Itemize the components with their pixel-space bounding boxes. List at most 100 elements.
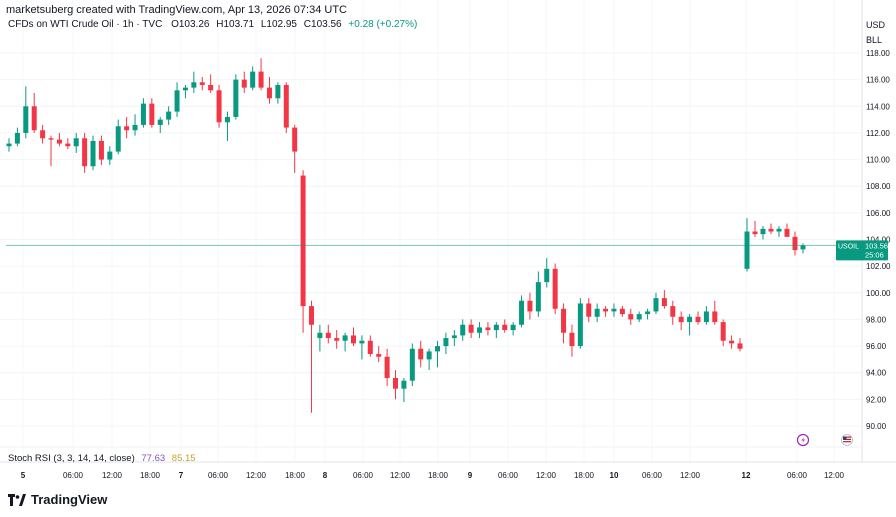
indicator-name[interactable]: Stoch RSI (3, 3, 14, 14, close) [8, 453, 135, 464]
candle[interactable] [535, 271, 541, 317]
candle[interactable] [611, 303, 617, 317]
candle[interactable] [435, 340, 441, 368]
candle[interactable] [619, 306, 625, 317]
candle[interactable] [6, 138, 12, 152]
candle[interactable] [292, 124, 298, 173]
candle[interactable] [73, 132, 79, 153]
candle[interactable] [628, 308, 634, 325]
candle[interactable] [519, 295, 525, 328]
candle[interactable] [384, 348, 390, 387]
candle[interactable] [14, 127, 20, 147]
candle[interactable] [510, 322, 516, 336]
candle[interactable] [687, 314, 693, 336]
unit-label[interactable]: BLL [866, 35, 883, 45]
candle[interactable] [376, 346, 382, 363]
candle[interactable] [250, 66, 256, 91]
candle[interactable] [40, 124, 46, 144]
candle[interactable] [695, 311, 701, 325]
candle[interactable] [401, 378, 407, 403]
lightning-icon[interactable] [796, 433, 810, 447]
candle[interactable] [729, 335, 735, 349]
candle[interactable] [653, 292, 659, 315]
candle[interactable] [784, 223, 790, 237]
candle[interactable] [98, 135, 104, 165]
candle[interactable] [157, 116, 163, 133]
candle[interactable] [409, 343, 415, 387]
candle[interactable] [308, 300, 314, 413]
candle[interactable] [477, 322, 483, 339]
candle[interactable] [342, 332, 348, 352]
candle[interactable] [233, 74, 239, 120]
candle[interactable] [768, 223, 774, 235]
symbol-legend[interactable]: CFDs on WTI Crude Oil · 1h · TVC O103.26… [8, 19, 417, 30]
tradingview-logo[interactable]: TradingView [8, 492, 107, 507]
candle[interactable] [752, 220, 758, 237]
candle[interactable] [443, 332, 449, 355]
candle[interactable] [124, 116, 130, 139]
candle[interactable] [191, 71, 197, 93]
candle[interactable] [241, 71, 247, 93]
candle[interactable] [258, 58, 264, 91]
candle[interactable] [90, 135, 96, 171]
candle[interactable] [661, 290, 667, 309]
candle[interactable] [199, 76, 205, 91]
candle[interactable] [485, 322, 491, 336]
candle[interactable] [792, 231, 798, 256]
candle[interactable] [283, 82, 289, 133]
symbol-title[interactable]: CFDs on WTI Crude Oil · 1h · TVC [8, 19, 163, 30]
candle[interactable] [451, 330, 457, 347]
candle[interactable] [460, 319, 466, 341]
candle[interactable] [31, 92, 37, 133]
candle[interactable] [603, 306, 609, 317]
time-axis[interactable]: 5 06:00 12:00 18:00 7 06:00 12:00 18:00 8 06:00 12… [21, 471, 845, 480]
currency-label[interactable]: USD [866, 20, 886, 30]
candle[interactable] [670, 300, 676, 325]
candle[interactable] [367, 335, 373, 357]
candle[interactable] [275, 82, 281, 104]
candle[interactable] [760, 226, 766, 240]
candle[interactable] [636, 311, 642, 323]
last-price-tag[interactable]: USOIL 103.56 25:06 [836, 240, 888, 261]
candle[interactable] [48, 135, 54, 167]
candle[interactable] [493, 322, 499, 339]
candle[interactable] [325, 324, 331, 344]
candle[interactable] [776, 226, 782, 237]
candle[interactable] [569, 324, 575, 357]
candle[interactable] [317, 324, 323, 352]
candle[interactable] [350, 327, 356, 347]
price-axis[interactable]: 118.00 116.00 114.00 112.00 110.00 108.00 106.… [866, 49, 891, 431]
flag-event-icon[interactable] [841, 434, 853, 446]
candle[interactable] [418, 340, 424, 368]
candle[interactable] [561, 303, 567, 344]
candle[interactable] [132, 114, 138, 136]
candle[interactable] [744, 218, 750, 272]
candle[interactable] [334, 330, 340, 349]
candle[interactable] [527, 292, 533, 320]
candle[interactable] [359, 335, 365, 360]
candlestick-series[interactable] [6, 58, 806, 413]
candle[interactable] [216, 84, 222, 128]
candle[interactable] [82, 132, 88, 173]
candle[interactable] [468, 319, 474, 339]
candle[interactable] [703, 306, 709, 325]
candle[interactable] [544, 258, 550, 288]
candle[interactable] [552, 263, 558, 315]
candle[interactable] [300, 170, 306, 333]
candle[interactable] [393, 370, 399, 400]
candle[interactable] [678, 311, 684, 331]
candle[interactable] [174, 82, 180, 117]
candle[interactable] [594, 303, 600, 323]
candle[interactable] [115, 119, 121, 155]
candle[interactable] [208, 74, 214, 93]
candle[interactable] [645, 308, 651, 320]
candle[interactable] [224, 111, 230, 141]
candle[interactable] [426, 348, 432, 371]
candle[interactable] [577, 298, 583, 349]
candle[interactable] [107, 146, 113, 165]
candle[interactable] [720, 319, 726, 347]
candle[interactable] [166, 106, 172, 125]
candle[interactable] [586, 298, 592, 323]
candle[interactable] [140, 98, 146, 128]
candle[interactable] [182, 84, 188, 99]
